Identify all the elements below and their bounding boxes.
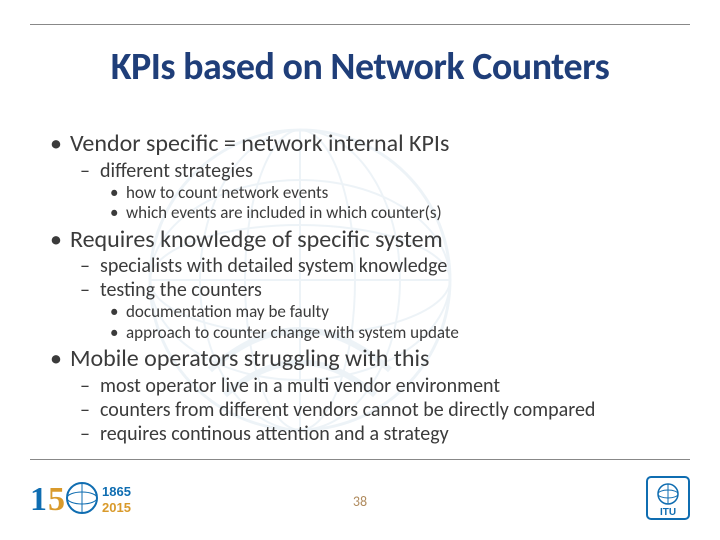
bullet-text: Mobile operators struggling with this	[70, 344, 429, 373]
bullet-l2: specialists with detailed system knowled…	[70, 254, 680, 278]
bullet-text: testing the counters	[100, 278, 262, 302]
bullet-text: Vendor specific = network internal KPIs	[70, 129, 449, 158]
bullet-text: most operator live in a multi vendor env…	[100, 374, 500, 398]
slide: KPIs based on Network Counters Vendor sp…	[0, 0, 720, 540]
bullet-text: specialists with detailed system knowled…	[100, 254, 447, 278]
bullet-text: approach to counter change with system u…	[126, 322, 459, 343]
slide-title: KPIs based on Network Counters	[0, 44, 720, 90]
bullet-l3: which events are included in which count…	[100, 203, 680, 223]
bullet-l2: counters from different vendors cannot b…	[70, 398, 680, 422]
bullet-l3: documentation may be faulty	[100, 302, 680, 322]
bullet-l2: most operator live in a multi vendor env…	[70, 374, 680, 398]
bullet-l3: approach to counter change with system u…	[100, 323, 680, 343]
svg-text:5: 5	[48, 481, 65, 518]
bullet-text: counters from different vendors cannot b…	[100, 398, 595, 422]
slide-body: Vendor specific = network internal KPIs …	[40, 128, 680, 446]
svg-text:2015: 2015	[102, 500, 131, 515]
bullet-l3: how to count network events	[100, 183, 680, 203]
bullet-text: different strategies	[100, 159, 253, 183]
itu-150-logo: 1 5 1865 2015	[30, 476, 140, 520]
bullet-l1: Requires knowledge of specific system sp…	[40, 226, 680, 344]
svg-text:1865: 1865	[102, 484, 131, 499]
bullet-text: requires continous attention and a strat…	[100, 422, 449, 446]
bullet-text: documentation may be faulty	[126, 301, 329, 322]
bullet-l1: Mobile operators struggling with this mo…	[40, 345, 680, 446]
bullet-l2: testing the counters documentation may b…	[70, 278, 680, 343]
bullet-text: which events are included in which count…	[126, 202, 442, 223]
svg-text:1: 1	[30, 481, 47, 518]
bullet-l2: different strategies how to count networ…	[70, 159, 680, 224]
svg-text:ITU: ITU	[660, 507, 676, 518]
bullet-text: how to count network events	[126, 182, 328, 203]
bullet-l2: requires continous attention and a strat…	[70, 422, 680, 446]
bottom-divider	[30, 459, 690, 460]
bullet-text: Requires knowledge of specific system	[70, 225, 443, 254]
top-divider	[30, 24, 690, 25]
itu-logo-icon: ITU	[646, 476, 690, 520]
bullet-l1: Vendor specific = network internal KPIs …	[40, 130, 680, 224]
